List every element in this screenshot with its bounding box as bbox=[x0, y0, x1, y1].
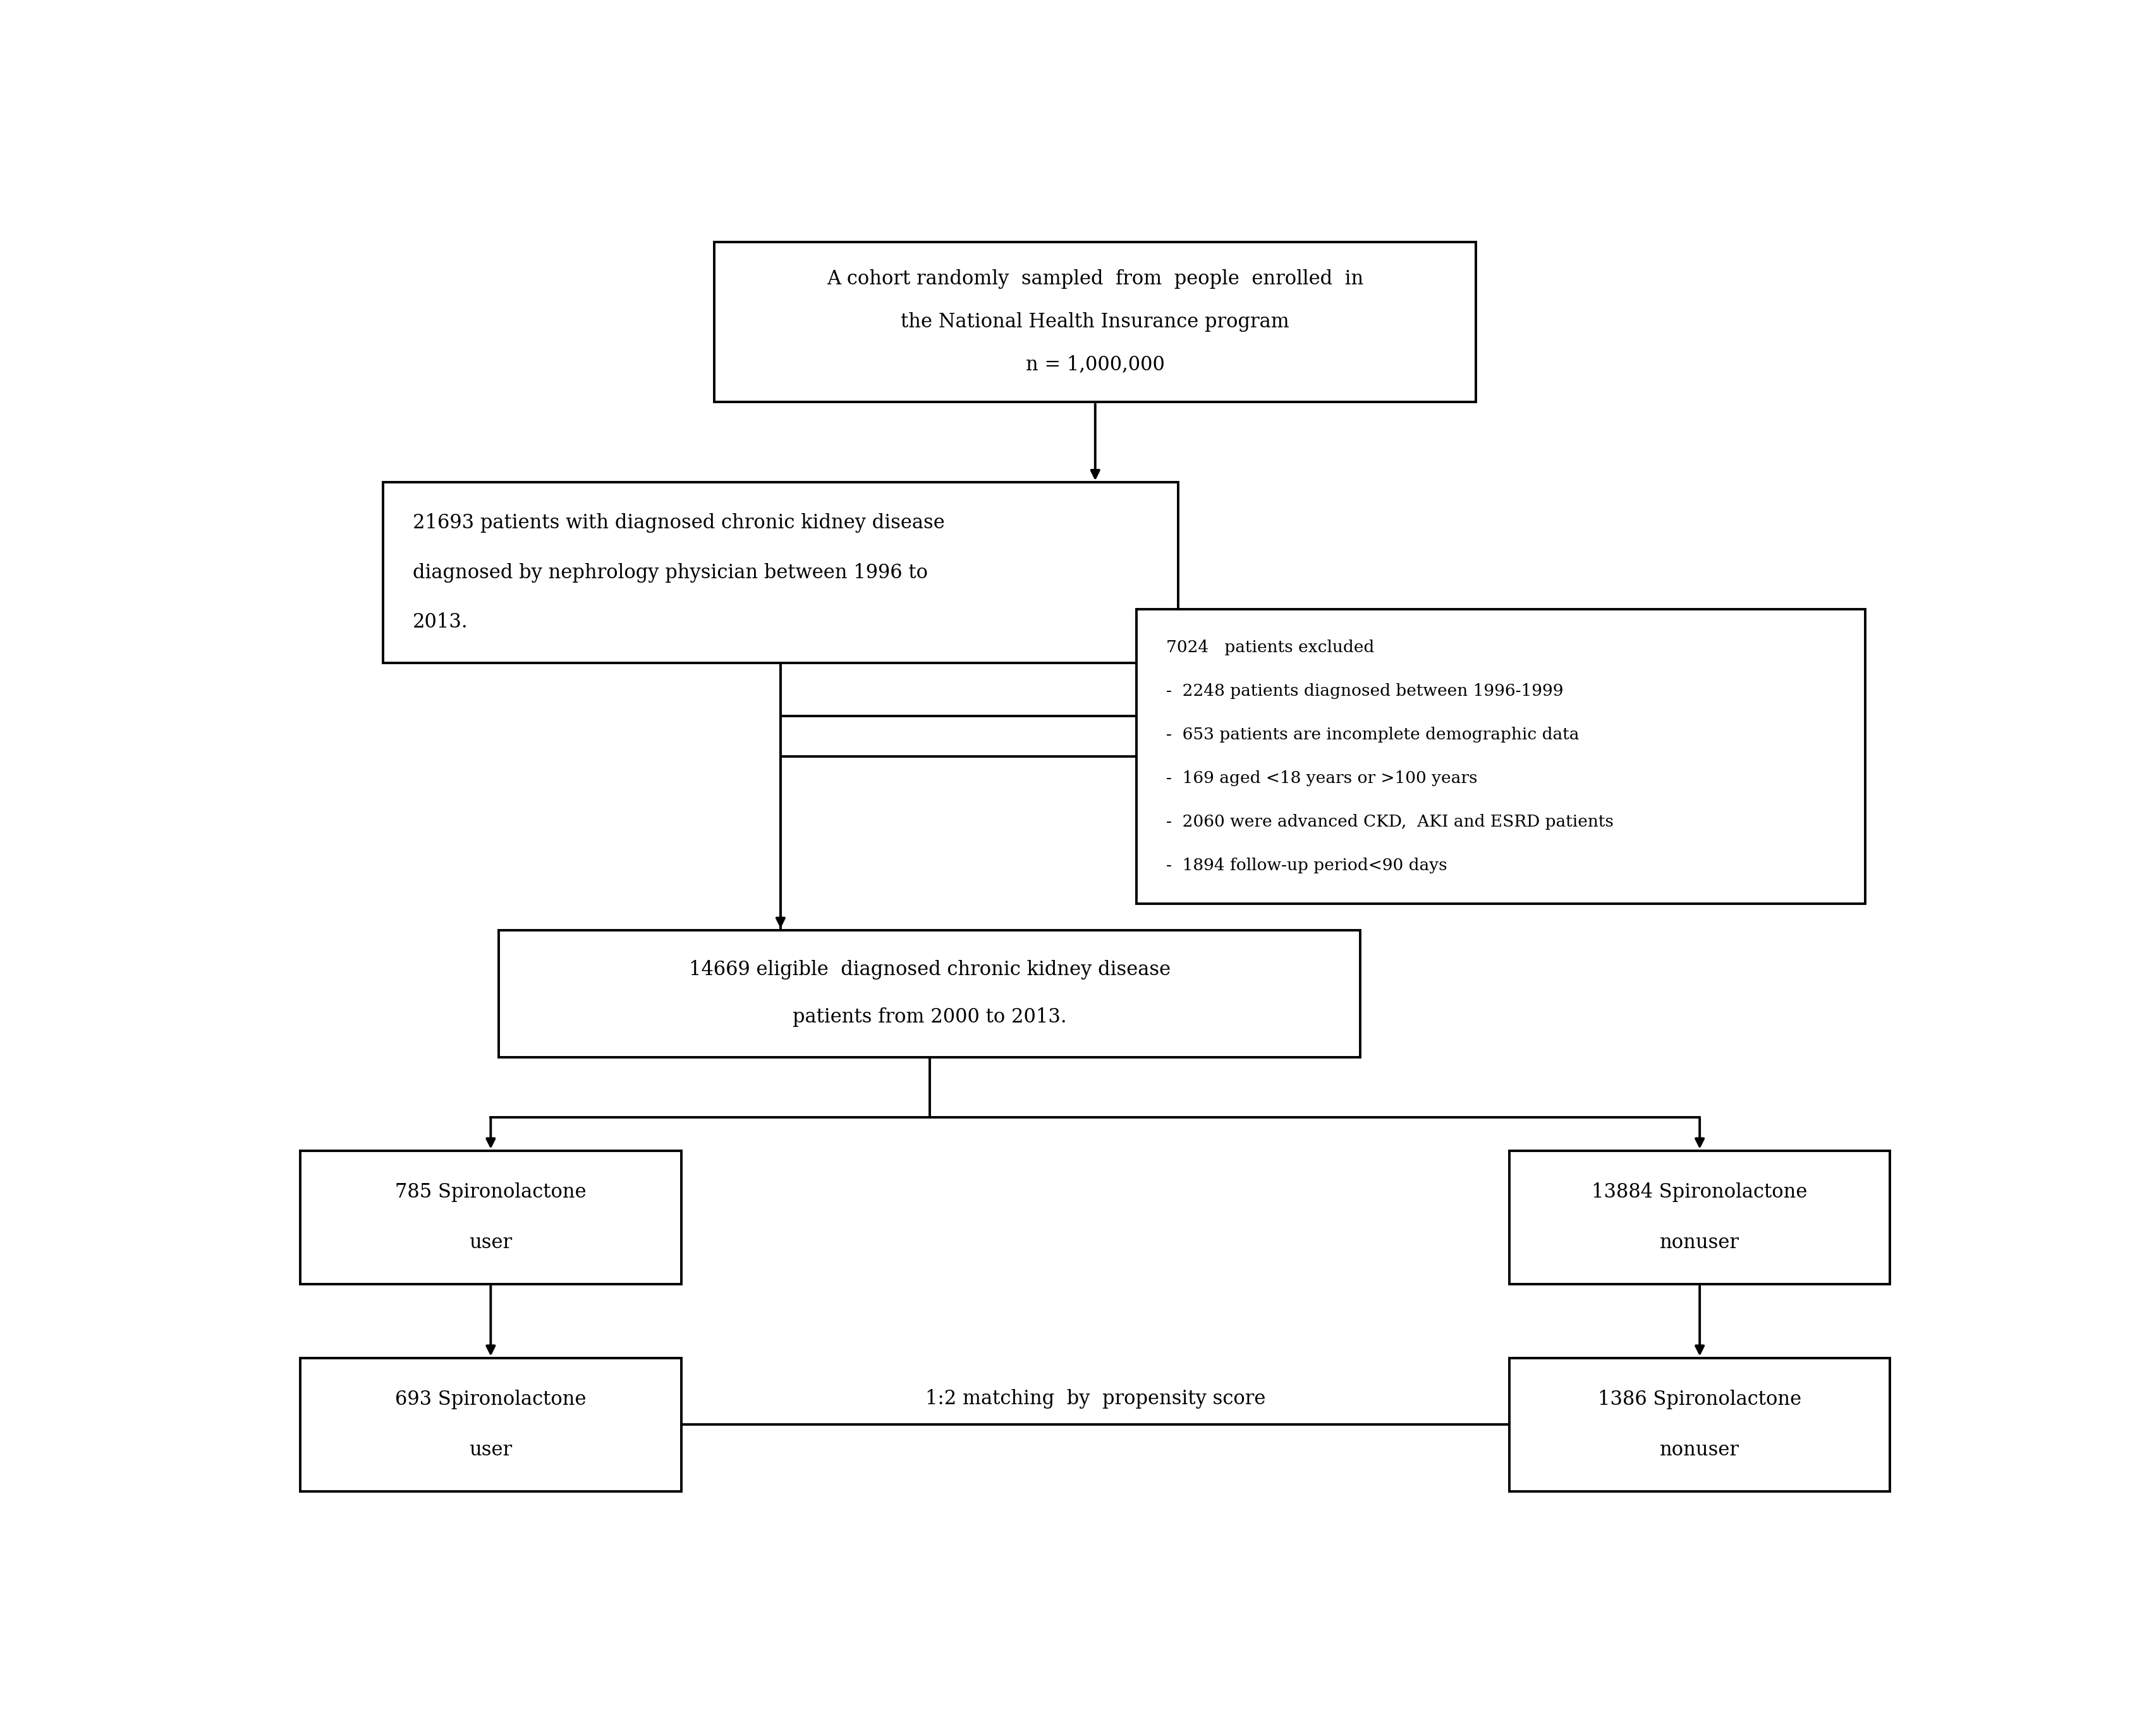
Text: -  169 aged <18 years or >100 years: - 169 aged <18 years or >100 years bbox=[1167, 771, 1477, 786]
Text: -  653 patients are incomplete demographic data: - 653 patients are incomplete demographi… bbox=[1167, 727, 1579, 743]
Text: user: user bbox=[470, 1233, 513, 1253]
Bar bbox=[1509, 1151, 1889, 1285]
Bar bbox=[1137, 609, 1866, 903]
Text: nonuser: nonuser bbox=[1660, 1441, 1740, 1460]
Text: 7024   patients excluded: 7024 patients excluded bbox=[1167, 639, 1374, 654]
Text: 1386 Spironolactone: 1386 Spironolactone bbox=[1598, 1389, 1801, 1410]
Bar bbox=[714, 241, 1477, 403]
Text: nonuser: nonuser bbox=[1660, 1233, 1740, 1253]
Text: n = 1,000,000: n = 1,000,000 bbox=[1026, 354, 1165, 375]
Bar bbox=[383, 483, 1177, 663]
Text: user: user bbox=[470, 1441, 513, 1460]
Bar bbox=[299, 1358, 682, 1491]
Text: -  2060 were advanced CKD,  AKI and ESRD patients: - 2060 were advanced CKD, AKI and ESRD p… bbox=[1167, 814, 1613, 830]
Text: the National Health Insurance program: the National Health Insurance program bbox=[902, 312, 1289, 332]
Text: A cohort randomly  sampled  from  people  enrolled  in: A cohort randomly sampled from people en… bbox=[827, 269, 1363, 288]
Text: 785 Spironolactone: 785 Spironolactone bbox=[395, 1182, 586, 1201]
Text: patients from 2000 to 2013.: patients from 2000 to 2013. bbox=[793, 1007, 1066, 1028]
Text: diagnosed by nephrology physician between 1996 to: diagnosed by nephrology physician betwee… bbox=[412, 562, 927, 582]
Text: 21693 patients with diagnosed chronic kidney disease: 21693 patients with diagnosed chronic ki… bbox=[412, 514, 945, 533]
Text: 14669 eligible  diagnosed chronic kidney disease: 14669 eligible diagnosed chronic kidney … bbox=[688, 960, 1171, 979]
Text: 13884 Spironolactone: 13884 Spironolactone bbox=[1592, 1182, 1808, 1201]
Text: -  1894 follow-up period<90 days: - 1894 follow-up period<90 days bbox=[1167, 858, 1447, 873]
Text: -  2248 patients diagnosed between 1996-1999: - 2248 patients diagnosed between 1996-1… bbox=[1167, 682, 1564, 700]
Text: 2013.: 2013. bbox=[412, 613, 468, 632]
Bar bbox=[299, 1151, 682, 1285]
Bar bbox=[500, 930, 1361, 1057]
Text: 1:2 matching  by  propensity score: 1:2 matching by propensity score bbox=[925, 1389, 1265, 1408]
Bar bbox=[1509, 1358, 1889, 1491]
Text: 693 Spironolactone: 693 Spironolactone bbox=[395, 1389, 586, 1410]
